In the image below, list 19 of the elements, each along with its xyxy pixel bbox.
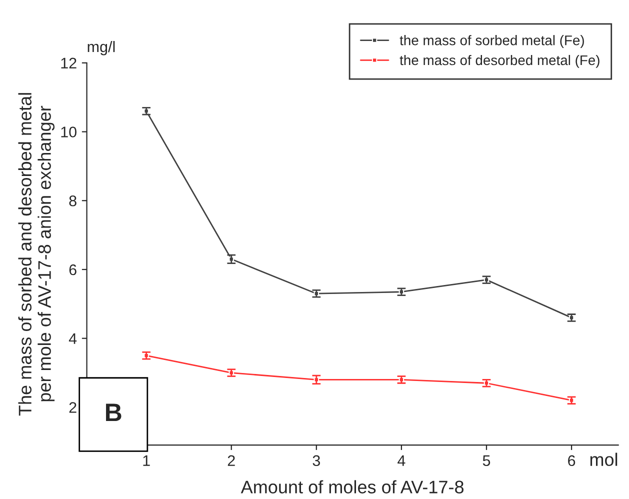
x-tick-label: 1 xyxy=(143,455,150,466)
y-axis-title: The mass of sorbed and desorbed metal per mole of AV-17-8 anion exchanger xyxy=(18,93,55,416)
x-tick-label: 2 xyxy=(228,455,235,466)
legend-label: the mass of desorbed metal (Fe) xyxy=(400,54,600,68)
y-tick-label: 10 xyxy=(61,126,76,138)
y-tick-label: 4 xyxy=(68,333,77,344)
x-tick-label: 5 xyxy=(482,455,490,466)
x-tick-label: 4 xyxy=(398,455,406,466)
y-tick-label: 8 xyxy=(69,195,76,206)
y-tick-label: 6 xyxy=(69,264,76,276)
text: mg/l xyxy=(88,40,115,56)
legend-label: the mass of sorbed metal (Fe) xyxy=(400,35,584,48)
x-tick-label: 3 xyxy=(312,455,320,466)
annotation: B xyxy=(106,404,122,421)
x-axis-title: Amount of moles of AV-17-8 xyxy=(240,480,464,494)
y-tick-label: 2 xyxy=(69,402,76,413)
x-tick-label: 6 xyxy=(568,455,576,466)
text: mol xyxy=(590,452,618,466)
y-tick-label: 12 xyxy=(61,58,76,68)
